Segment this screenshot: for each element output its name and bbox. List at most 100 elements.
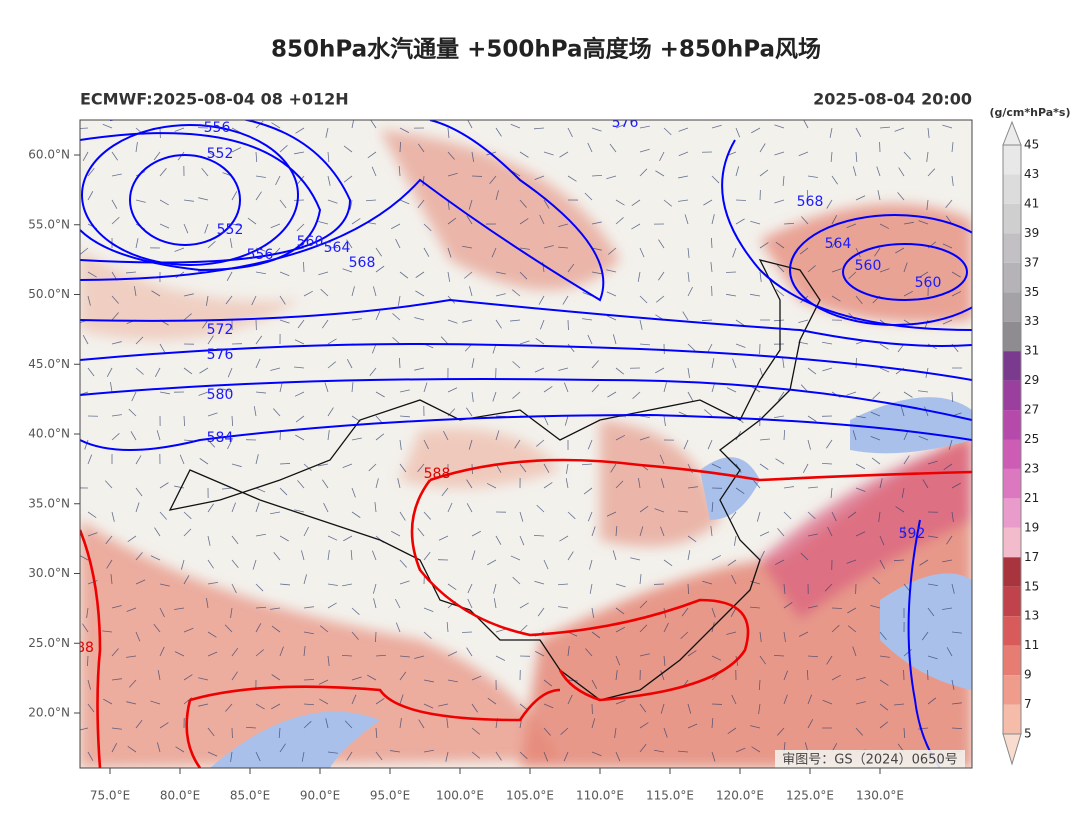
wind-barb bbox=[726, 387, 737, 393]
wind-barb bbox=[230, 751, 233, 762]
colorbar-label: 21 bbox=[1024, 491, 1039, 505]
wind-barb bbox=[658, 271, 665, 281]
wind-barb bbox=[879, 655, 890, 658]
lat-label: 35.0°N bbox=[28, 496, 70, 510]
colorbar-frame bbox=[1002, 144, 1022, 735]
wind-barb bbox=[318, 271, 329, 276]
wind-barb bbox=[831, 624, 840, 633]
wind-barb bbox=[415, 290, 425, 297]
wind-barb bbox=[327, 550, 330, 561]
map-frame bbox=[79, 119, 973, 769]
wind-barb bbox=[687, 286, 693, 297]
colorbar-label: 7 bbox=[1024, 697, 1032, 711]
wind-barb bbox=[612, 550, 617, 561]
wind-barb bbox=[183, 674, 193, 681]
wind-barb bbox=[202, 319, 209, 329]
wind-barb bbox=[350, 550, 353, 561]
wind-barb bbox=[951, 142, 954, 153]
wind-barb bbox=[855, 195, 866, 201]
wind-barb bbox=[130, 431, 137, 441]
contour-label: 568 bbox=[349, 255, 376, 271]
lat-label: 25.0°N bbox=[28, 636, 70, 650]
wind-barb bbox=[831, 511, 837, 522]
wind-barb bbox=[399, 271, 409, 279]
wind-barb bbox=[855, 151, 858, 162]
wind-barb bbox=[660, 478, 665, 489]
lon-label: 110.0°E bbox=[576, 789, 624, 803]
wind-barb bbox=[830, 487, 833, 498]
wind-barb bbox=[447, 651, 458, 657]
wind-barb bbox=[519, 463, 527, 473]
wind-barb bbox=[423, 703, 434, 709]
wind-barb bbox=[663, 199, 672, 207]
wind-barb bbox=[951, 702, 962, 705]
wind-barb bbox=[207, 412, 218, 417]
wind-barb bbox=[639, 703, 647, 713]
wind-barb bbox=[711, 358, 715, 369]
wind-barb bbox=[543, 245, 554, 249]
colorbar-segment bbox=[1003, 292, 1021, 322]
wind-barb bbox=[687, 550, 691, 561]
wind-barb bbox=[870, 436, 881, 441]
wind-barb bbox=[927, 127, 930, 138]
wind-barb bbox=[759, 242, 769, 249]
wind-barb bbox=[375, 698, 385, 705]
wind-barb bbox=[183, 199, 194, 202]
wind-barb bbox=[924, 406, 929, 417]
wind-barb bbox=[615, 217, 624, 225]
wind-barb bbox=[607, 391, 617, 398]
lon-label: 95.0°E bbox=[370, 789, 410, 803]
wind-barb bbox=[395, 598, 401, 609]
wind-barb bbox=[495, 751, 502, 761]
colorbar-label: 29 bbox=[1024, 373, 1039, 387]
wind-barb bbox=[303, 526, 309, 537]
wind-barb bbox=[615, 480, 624, 489]
wind-barb bbox=[174, 651, 185, 657]
wind-barb bbox=[558, 367, 569, 371]
wind-barb bbox=[231, 147, 242, 153]
wind-barb bbox=[759, 655, 767, 665]
wind-barb bbox=[375, 631, 377, 643]
colorbar-label: 23 bbox=[1024, 461, 1039, 475]
wind-barb bbox=[510, 123, 521, 129]
wind-barb bbox=[399, 580, 410, 585]
wind-barb bbox=[847, 511, 857, 519]
wind-barb bbox=[87, 191, 94, 201]
wind-barb bbox=[801, 216, 809, 225]
wind-barb bbox=[111, 742, 118, 753]
wind-barb bbox=[783, 429, 786, 441]
wind-barb bbox=[631, 199, 641, 207]
wind-barb bbox=[231, 415, 234, 427]
wind-barb bbox=[534, 580, 545, 585]
colorbar-segment bbox=[1003, 557, 1021, 587]
wind-barb bbox=[471, 530, 481, 537]
wind-barb bbox=[467, 583, 473, 594]
wind-barb bbox=[879, 721, 889, 729]
wind-barb bbox=[543, 463, 550, 473]
wind-barb bbox=[852, 430, 857, 441]
wind-barb bbox=[942, 607, 953, 610]
wind-barb bbox=[855, 487, 866, 492]
wind-barb bbox=[687, 343, 696, 352]
wind-barb bbox=[231, 502, 236, 513]
wind-barb bbox=[543, 415, 549, 426]
wind-barb bbox=[711, 463, 722, 469]
wind-barb bbox=[855, 415, 866, 419]
wind-barb bbox=[296, 223, 305, 232]
wind-barb bbox=[103, 698, 113, 705]
wind-barb bbox=[255, 151, 258, 163]
wind-barb bbox=[847, 607, 857, 614]
wind-barb bbox=[519, 151, 529, 158]
wind-barb bbox=[207, 582, 218, 585]
wind-barb bbox=[898, 167, 905, 177]
wind-barb bbox=[567, 646, 570, 657]
wind-barb bbox=[486, 483, 497, 489]
wind-barb bbox=[711, 214, 715, 225]
wind-barb bbox=[918, 390, 929, 393]
wind-barb bbox=[183, 511, 192, 520]
lon-label: 130.0°E bbox=[856, 789, 904, 803]
wind-barb bbox=[807, 719, 814, 729]
wind-barb bbox=[951, 482, 961, 489]
wind-barb bbox=[901, 487, 905, 498]
wind-barb bbox=[104, 480, 113, 489]
